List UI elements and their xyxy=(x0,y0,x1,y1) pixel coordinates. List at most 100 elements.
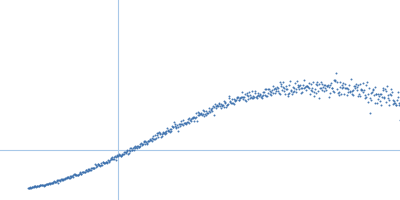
Point xyxy=(271,87,277,91)
Point xyxy=(61,177,67,180)
Point xyxy=(139,144,146,147)
Point xyxy=(299,86,306,89)
Point xyxy=(72,174,78,177)
Point xyxy=(57,179,64,182)
Point xyxy=(64,176,71,179)
Point xyxy=(342,86,348,89)
Point xyxy=(109,157,115,160)
Point xyxy=(219,103,226,107)
Point xyxy=(378,104,384,107)
Point xyxy=(54,178,60,181)
Point xyxy=(289,91,296,94)
Point xyxy=(35,184,41,187)
Point xyxy=(94,163,101,166)
Point xyxy=(168,129,174,132)
Point xyxy=(152,137,158,140)
Point xyxy=(55,181,61,184)
Point xyxy=(270,91,276,94)
Point xyxy=(95,163,101,166)
Point xyxy=(333,71,339,75)
Point xyxy=(145,140,151,143)
Point xyxy=(31,185,38,189)
Point xyxy=(44,182,50,185)
Point xyxy=(344,93,350,97)
Point xyxy=(107,156,114,159)
Point xyxy=(216,102,222,105)
Point xyxy=(35,185,42,188)
Point xyxy=(171,121,177,124)
Point xyxy=(193,115,200,118)
Point xyxy=(202,113,208,116)
Point xyxy=(56,178,63,181)
Point xyxy=(330,78,337,81)
Point xyxy=(83,169,90,172)
Point xyxy=(218,104,225,108)
Point xyxy=(170,125,176,128)
Point xyxy=(270,84,276,87)
Point xyxy=(238,96,245,99)
Point xyxy=(278,83,284,86)
Point xyxy=(158,136,164,139)
Point xyxy=(204,111,211,114)
Point xyxy=(274,86,280,89)
Point xyxy=(81,170,87,173)
Point xyxy=(388,88,394,91)
Point xyxy=(156,132,163,135)
Point xyxy=(340,82,346,85)
Point xyxy=(53,180,59,183)
Point xyxy=(150,135,157,138)
Point xyxy=(350,93,356,96)
Point xyxy=(208,108,214,111)
Point xyxy=(349,89,355,92)
Point xyxy=(252,90,258,93)
Point xyxy=(348,93,355,96)
Point xyxy=(322,83,329,87)
Point xyxy=(153,133,160,137)
Point xyxy=(198,111,204,115)
Point xyxy=(96,163,102,166)
Point xyxy=(28,186,35,189)
Point xyxy=(38,183,45,186)
Point xyxy=(236,96,243,100)
Point xyxy=(284,87,290,90)
Point xyxy=(269,88,275,91)
Point xyxy=(229,98,236,101)
Point xyxy=(343,87,349,90)
Point xyxy=(188,119,194,122)
Point xyxy=(69,174,75,177)
Point xyxy=(342,83,348,86)
Point xyxy=(356,92,362,96)
Point xyxy=(259,95,265,98)
Point xyxy=(267,90,274,93)
Point xyxy=(136,145,143,148)
Point xyxy=(164,127,170,130)
Point xyxy=(210,114,217,117)
Point xyxy=(186,117,193,120)
Point xyxy=(196,111,202,114)
Point xyxy=(318,82,325,85)
Point xyxy=(355,84,362,87)
Point xyxy=(301,79,308,82)
Point xyxy=(346,91,353,94)
Point xyxy=(106,160,112,164)
Point xyxy=(285,95,292,98)
Point xyxy=(75,173,82,177)
Point xyxy=(26,186,32,190)
Point xyxy=(82,169,89,172)
Point xyxy=(81,171,88,174)
Point xyxy=(103,160,110,164)
Point xyxy=(181,121,187,125)
Point xyxy=(130,149,137,152)
Point xyxy=(158,134,165,138)
Point xyxy=(191,119,198,122)
Point xyxy=(42,184,48,187)
Point xyxy=(384,84,390,87)
Point xyxy=(172,123,178,126)
Point xyxy=(332,80,338,83)
Point xyxy=(283,87,290,90)
Point xyxy=(272,91,278,94)
Point xyxy=(53,180,60,183)
Point xyxy=(315,89,321,93)
Point xyxy=(74,173,80,176)
Point xyxy=(348,77,354,80)
